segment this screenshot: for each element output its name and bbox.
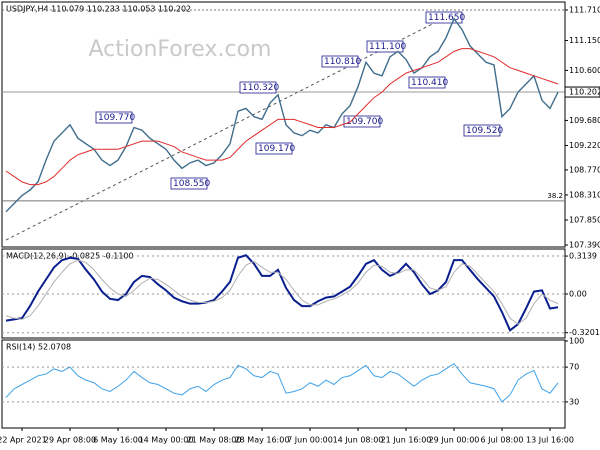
annotation: 108.550	[173, 179, 210, 189]
panel-title: USDJPY,H4 110.079 110.233 110.053 110.20…	[6, 5, 191, 14]
annotation-box	[95, 111, 133, 124]
x-tick-label: 13 Jul 16:00	[526, 436, 574, 445]
annotation: 110.320	[242, 83, 279, 93]
x-tick-label: 28 May 16:00	[235, 436, 290, 445]
annotation-box	[239, 81, 277, 94]
y-tick-label: 108.770	[569, 165, 600, 174]
y-tick-label: 107.390	[569, 240, 600, 249]
last-price-box	[564, 86, 600, 98]
x-tick-label: 14 Jun 08:00	[333, 436, 384, 445]
panel-frame	[1, 1, 566, 248]
series-line	[5, 48, 559, 186]
panel-title: MACD(12,26,9) -0.0825 -0.1100	[6, 252, 134, 261]
annotation: 111.100	[369, 42, 406, 52]
annotation-box	[321, 55, 359, 68]
annotation: 109.520	[466, 126, 503, 136]
last-price-label: 110.202	[569, 88, 600, 97]
annotation-box	[408, 76, 446, 89]
y-tick-label: 109.680	[569, 116, 600, 125]
annotation-box	[425, 11, 463, 24]
annotation: 110.810	[324, 57, 361, 67]
annotation: 110.410	[411, 78, 448, 88]
x-tick-label: 21 May 08:00	[187, 436, 242, 445]
y-tick-label: 111.150	[569, 36, 600, 45]
level-label: 38.2	[547, 192, 563, 200]
panel-title: RSI(14) 52.0708	[6, 343, 71, 352]
y-tick-label: 109.220	[569, 141, 600, 150]
y-tick-label: 30	[569, 397, 579, 406]
x-tick-label: 7 Jun 00:00	[287, 436, 333, 445]
y-tick-label: 108.310	[569, 190, 600, 199]
annotation-box	[255, 142, 293, 155]
y-tick-label: 70	[569, 363, 579, 372]
annotation: 109.770	[98, 113, 135, 123]
y-tick-label: 0.3139	[569, 252, 597, 261]
y-tick-label: 0.00	[569, 290, 587, 299]
x-tick-label: 6 May 16:00	[93, 436, 143, 445]
x-tick-label: 29 Jun 00:00	[429, 436, 480, 445]
annotation-box	[170, 177, 208, 190]
x-tick-label: 22 Apr 2021	[0, 436, 47, 445]
x-tick-label: 14 May 00:00	[139, 436, 194, 445]
annotation: 111.650	[428, 13, 465, 23]
x-tick-label: 6 Jul 08:00	[481, 436, 524, 445]
annotation: 109.170	[258, 144, 295, 154]
watermark: ActionForex.com	[89, 37, 272, 62]
series-line	[5, 259, 559, 325]
series-line	[5, 362, 559, 403]
annotation: 109.700	[346, 117, 383, 127]
annotation-box	[366, 40, 404, 53]
panel-frame	[1, 339, 566, 429]
y-tick-label: 110.600	[569, 66, 600, 75]
y-tick-label: 111.710	[569, 6, 600, 15]
y-tick-label: -0.3201	[569, 328, 600, 337]
x-tick-label: 21 Jun 16:00	[381, 436, 432, 445]
annotation-box	[343, 115, 381, 128]
y-tick-label: 107.850	[569, 215, 600, 224]
x-tick-label: 29 Apr 08:00	[44, 436, 96, 445]
annotation-box	[463, 124, 501, 137]
y-tick-label: 100	[569, 337, 584, 346]
series-line	[5, 17, 559, 213]
